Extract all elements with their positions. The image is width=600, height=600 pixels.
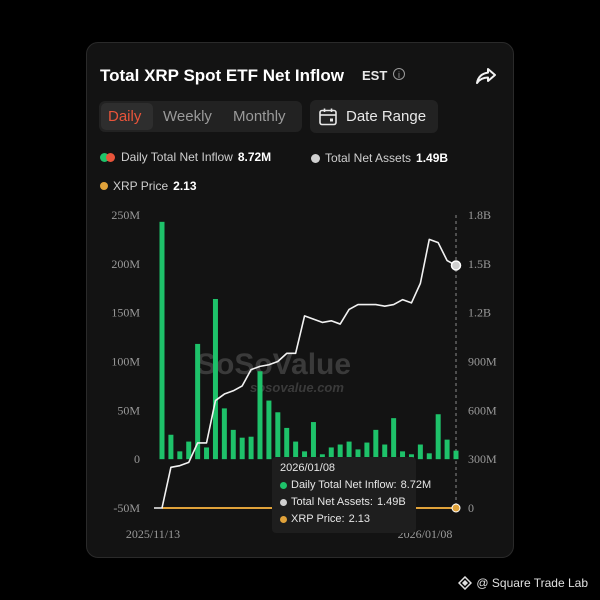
assets-dot-icon [311, 153, 320, 163]
right-axis-tick-label: 1.5B [468, 257, 491, 271]
inflow-bar [337, 444, 343, 460]
legend-price-label: XRP Price [113, 179, 169, 193]
inflow-bar [302, 451, 308, 460]
inflow-bar [319, 454, 325, 460]
calendar-icon [319, 108, 337, 126]
left-axis-tick-label: 100M [111, 355, 140, 369]
inflow-bar [284, 427, 290, 460]
right-axis-tick-label: 0 [468, 501, 474, 515]
left-axis-tick-label: 50M [117, 403, 140, 417]
inflow-bar [417, 444, 423, 460]
inflow-outflow-icon [100, 152, 116, 162]
tooltip-date: 2026/01/08 [280, 462, 336, 474]
watermark-domain: sosovalue.com [250, 380, 344, 395]
inflow-bar [248, 436, 254, 460]
legend-assets[interactable]: Total Net Assets 1.49B [311, 151, 448, 165]
inflow-bar [168, 434, 174, 460]
inflow-bar [400, 451, 406, 460]
left-axis-tick-label: 0 [134, 452, 140, 466]
legend-price[interactable]: XRP Price 2.13 [100, 179, 197, 193]
legend-inflow[interactable]: Daily Total Net Inflow 8.72M [100, 150, 271, 164]
right-axis-tick-label: 1.8B [468, 208, 491, 222]
inflow-bar [346, 441, 352, 460]
right-axis-tick-label: 900M [468, 355, 497, 369]
timezone-label: EST [362, 68, 388, 83]
left-axis-tick-label: -50M [113, 501, 140, 515]
inflow-bar [239, 437, 245, 460]
inflow-bar [453, 450, 459, 460]
inflow-bar [230, 429, 236, 460]
inflow-bar [444, 439, 450, 460]
tooltip-inflow-label: Daily Total Net Inflow: [291, 479, 397, 491]
tooltip-inflow-dot [280, 481, 287, 489]
inflow-bar [195, 343, 201, 460]
inflow-bar [426, 453, 432, 460]
tooltip-price-dot [280, 515, 287, 523]
inflow-bar [408, 454, 414, 460]
diamond-logo-icon [458, 576, 473, 590]
legend-inflow-label: Daily Total Net Inflow [121, 150, 233, 164]
inflow-bar [221, 408, 227, 460]
legend-price-value: 2.13 [173, 179, 197, 193]
inflow-bar [328, 447, 334, 460]
inflow-bar [212, 298, 218, 460]
assets-hover-marker [450, 260, 462, 271]
inflow-bar [310, 422, 316, 460]
right-axis-tick-label: 300M [468, 452, 497, 466]
inflow-bar [177, 451, 183, 460]
tab-monthly[interactable]: Monthly [233, 108, 286, 125]
info-icon[interactable]: i [393, 68, 405, 80]
tooltip-assets-label: Total Net Assets: [291, 496, 373, 508]
footer-credit: @ Square Trade Lab [458, 576, 588, 590]
period-tabs: Daily Weekly Monthly [99, 101, 302, 132]
footer-text: @ Square Trade Lab [476, 576, 588, 590]
inflow-bar [391, 418, 397, 460]
tab-weekly[interactable]: Weekly [163, 108, 212, 125]
date-range-label: Date Range [346, 108, 427, 125]
left-axis-tick-label: 150M [111, 306, 140, 320]
share-icon[interactable] [474, 64, 498, 88]
tab-daily[interactable]: Daily [108, 108, 142, 125]
tab-selection-highlight [101, 103, 153, 130]
inflow-bar [382, 444, 388, 460]
inflow-bar [186, 441, 192, 460]
left-axis-tick-label: 200M [111, 257, 140, 271]
right-axis-tick-label: 600M [468, 403, 497, 417]
tooltip-assets-dot [280, 498, 287, 506]
tooltip-assets-value: 1.49B [376, 496, 406, 508]
card-title: Total XRP Spot ETF Net Inflow [100, 66, 344, 85]
inflow-bar [266, 400, 272, 460]
left-axis-tick-label: 250M [111, 208, 140, 222]
inflow-bar [275, 412, 281, 460]
tooltip-inflow-value: 8.72M [400, 479, 432, 491]
tooltip-price-label: XRP Price: [291, 513, 345, 525]
date-range-button[interactable]: Date Range [310, 100, 438, 133]
right-axis-tick-label: 1.2B [468, 306, 491, 320]
inflow-bar [355, 449, 361, 460]
chart-tooltip: 2026/01/08 Daily Total Net Inflow: 8.72M… [272, 457, 431, 533]
net-assets-line [154, 238, 457, 509]
tooltip-price-value: 2.13 [348, 513, 371, 525]
inflow-bar [257, 371, 263, 460]
inflow-bar [435, 414, 441, 460]
inflow-bar [373, 429, 379, 460]
price-dot-icon [100, 182, 108, 190]
inflow-bar [204, 447, 210, 460]
legend-assets-label: Total Net Assets [325, 151, 412, 165]
legend-inflow-value: 8.72M [237, 150, 272, 164]
inflow-bar [293, 441, 299, 460]
price-hover-marker [451, 503, 461, 513]
watermark-brand: SoSoValue [196, 348, 352, 381]
inflow-bar [159, 221, 165, 460]
inflow-bar [364, 442, 370, 460]
x-axis-start-label: 2025/11/13 [126, 527, 180, 541]
legend-assets-value: 1.49B [416, 151, 449, 165]
